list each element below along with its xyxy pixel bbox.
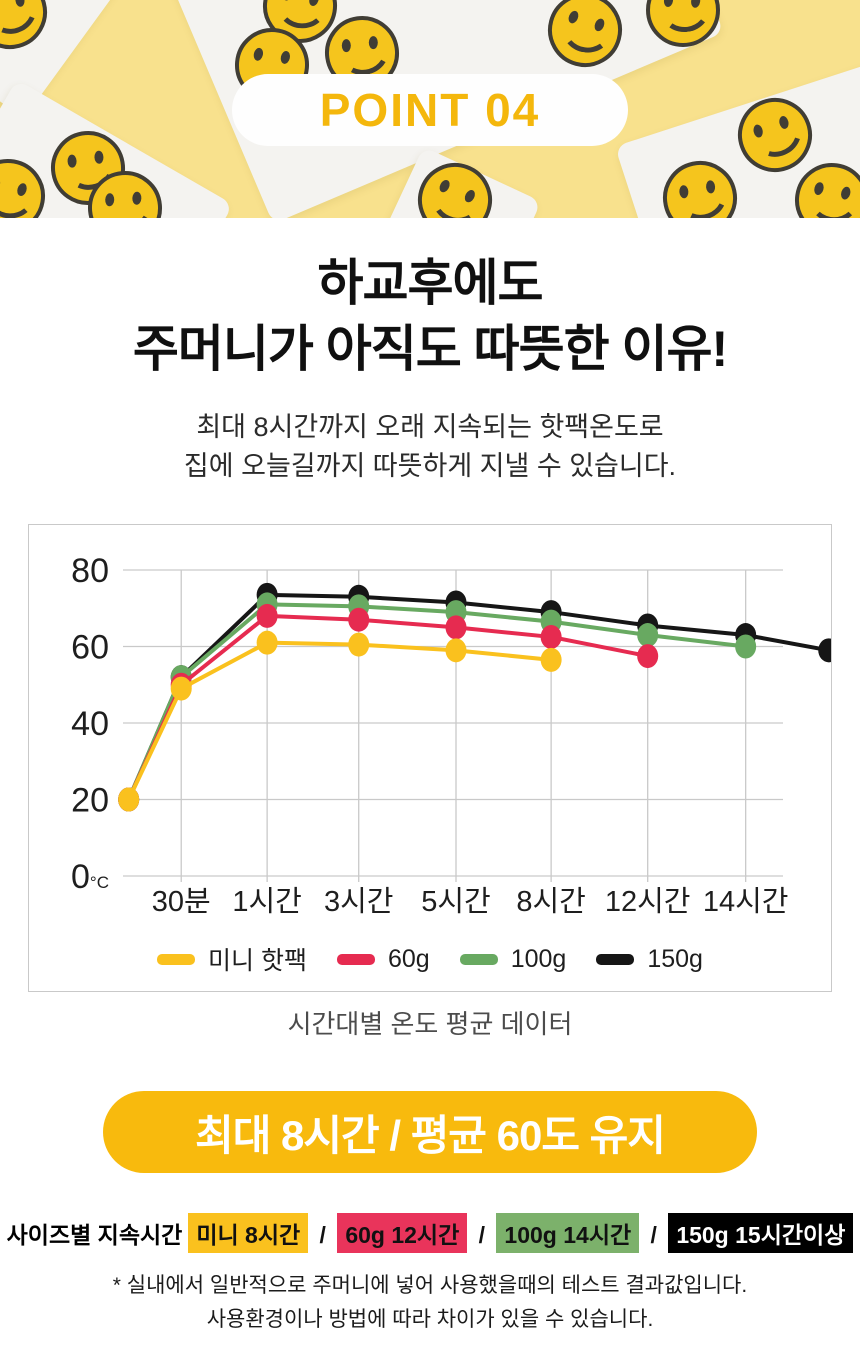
legend-swatch xyxy=(459,953,498,965)
page-title: 하교후에도 주머니가 아직도 따뜻한 이유! xyxy=(0,250,860,382)
duration-separator: / xyxy=(644,1222,664,1248)
x-axis-tick-label: 12시간 xyxy=(605,886,691,918)
chart-caption: 시간대별 온도 평균 데이터 xyxy=(287,1009,573,1039)
disclaimer: * 실내에서 일반적으로 주머니에 넣어 사용했을때의 테스트 결과값입니다. … xyxy=(0,1269,860,1337)
chart-legend: 미니 핫팩 60g 100g 150g xyxy=(29,927,831,991)
subtitle-line2: 집에 오늘길까지 따뜻하게 지낼 수 있습니다. xyxy=(183,451,677,481)
point-badge: POINT 04 xyxy=(232,74,628,146)
subtitle-line1: 최대 8시간까지 오래 지속되는 핫팩온도로 xyxy=(196,412,664,442)
duration-separator: / xyxy=(472,1222,492,1248)
legend-item: 150g xyxy=(596,945,703,974)
x-axis-tick-label: 14시간 xyxy=(703,886,789,918)
page-title-line1: 하교후에도 xyxy=(317,255,544,311)
disclaimer-line1: * 실내에서 일반적으로 주머니에 넣어 사용했을때의 테스트 결과값입니다. xyxy=(112,1274,748,1297)
point-badge-label: POINT 04 xyxy=(319,84,541,136)
cta-banner-label: 최대 8시간 / 평균 60도 유지 xyxy=(195,1111,666,1159)
series-line xyxy=(126,613,650,802)
cta-banner: 최대 8시간 / 평균 60도 유지 xyxy=(103,1091,757,1173)
x-axis-tick-label: 3시간 xyxy=(324,886,394,918)
data-point-marker xyxy=(348,607,370,632)
legend-item: 60g xyxy=(336,944,430,974)
data-point-marker xyxy=(256,630,278,655)
legend-item: 미니 핫팩 xyxy=(157,941,307,977)
y-axis-tick-label: 60 xyxy=(71,629,109,667)
data-point-marker xyxy=(735,634,757,659)
legend-label: 60g xyxy=(387,944,430,973)
data-point-marker xyxy=(445,615,467,640)
data-point-marker xyxy=(445,638,467,663)
duration-chip: 미니 8시간 xyxy=(188,1213,309,1253)
legend-swatch xyxy=(157,953,196,965)
y-axis-tick-label: 0°C xyxy=(71,858,109,896)
series-line xyxy=(126,592,831,802)
data-point-marker xyxy=(170,676,192,701)
data-point-marker xyxy=(540,647,562,672)
data-point-marker xyxy=(348,632,370,657)
duration-summary: 사이즈별 지속시간 미니 8시간 / 60g 12시간 / 100g 14시간 /… xyxy=(0,1213,860,1253)
hero-banner: POINT 04 xyxy=(0,0,860,218)
temperature-chart-box: 80 60 40 20 0°C 30분 1시간 3시간 5시간 8시간 12시간 14시간 미니 핫팩… xyxy=(28,524,832,992)
y-axis-tick-label: 40 xyxy=(71,705,109,743)
legend-label: 미니 핫팩 xyxy=(208,947,307,975)
subtitle: 최대 8시간까지 오래 지속되는 핫팩온도로 집에 오늘길까지 따뜻하게 지낼 … xyxy=(0,408,860,486)
duration-separator: / xyxy=(313,1222,333,1248)
data-point-marker xyxy=(637,644,659,669)
duration-label: 사이즈별 지속시간 xyxy=(6,1222,183,1248)
temperature-line-chart: 80 60 40 20 0°C 30분 1시간 3시간 5시간 8시간 12시간 14시간 xyxy=(71,552,831,918)
x-axis-tick-label: 1시간 xyxy=(232,886,302,918)
data-point-marker xyxy=(256,603,278,628)
series-line xyxy=(126,602,748,802)
x-axis-tick-label: 30분 xyxy=(152,886,211,918)
legend-label: 150g xyxy=(647,944,703,973)
series-line xyxy=(126,640,554,802)
duration-chip: 150g 15시간이상 xyxy=(668,1213,854,1253)
duration-chip-list: 미니 8시간 / 60g 12시간 / 100g 14시간 / 150g 15시… xyxy=(188,1213,854,1253)
x-axis-tick-label: 5시간 xyxy=(421,886,491,918)
duration-chip: 100g 14시간 xyxy=(496,1213,640,1253)
duration-chip: 60g 12시간 xyxy=(337,1213,468,1253)
y-axis-tick-label: 20 xyxy=(71,782,109,820)
legend-label: 100g xyxy=(510,944,567,973)
disclaimer-line2: 사용환경이나 방법에 따라 차이가 있을 수 있습니다. xyxy=(206,1308,654,1331)
data-point-marker xyxy=(118,787,140,812)
x-axis-tick-label: 8시간 xyxy=(516,886,586,918)
chart-section: 80 60 40 20 0°C 30분 1시간 3시간 5시간 8시간 12시간 14시간 미니 핫팩… xyxy=(28,524,832,1041)
page-title-line2: 주머니가 아직도 따뜻한 이유! xyxy=(132,321,728,377)
data-point-marker xyxy=(818,638,831,663)
legend-swatch xyxy=(596,953,635,965)
data-point-marker xyxy=(637,623,659,648)
legend-item: 100g xyxy=(459,944,567,974)
data-point-marker xyxy=(540,624,562,649)
y-axis-tick-label: 80 xyxy=(71,552,109,590)
legend-swatch xyxy=(336,953,375,965)
